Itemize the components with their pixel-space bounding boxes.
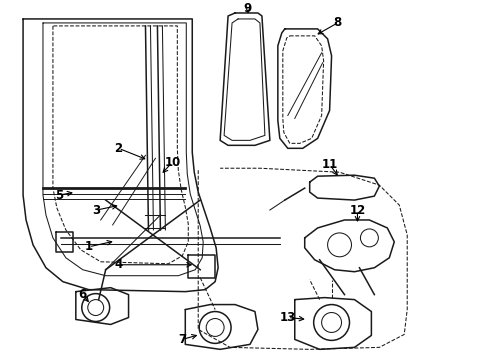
Text: 8: 8: [333, 17, 342, 30]
Text: 13: 13: [280, 311, 296, 324]
Text: 5: 5: [55, 189, 63, 202]
Text: 12: 12: [349, 203, 366, 216]
Text: 7: 7: [178, 333, 186, 346]
Text: 9: 9: [244, 3, 252, 15]
Text: 3: 3: [93, 203, 101, 216]
Text: 2: 2: [115, 142, 122, 155]
Text: 10: 10: [164, 156, 180, 169]
Text: 11: 11: [321, 158, 338, 171]
Text: 6: 6: [79, 288, 87, 301]
Text: 1: 1: [85, 240, 93, 253]
Text: 4: 4: [115, 258, 122, 271]
